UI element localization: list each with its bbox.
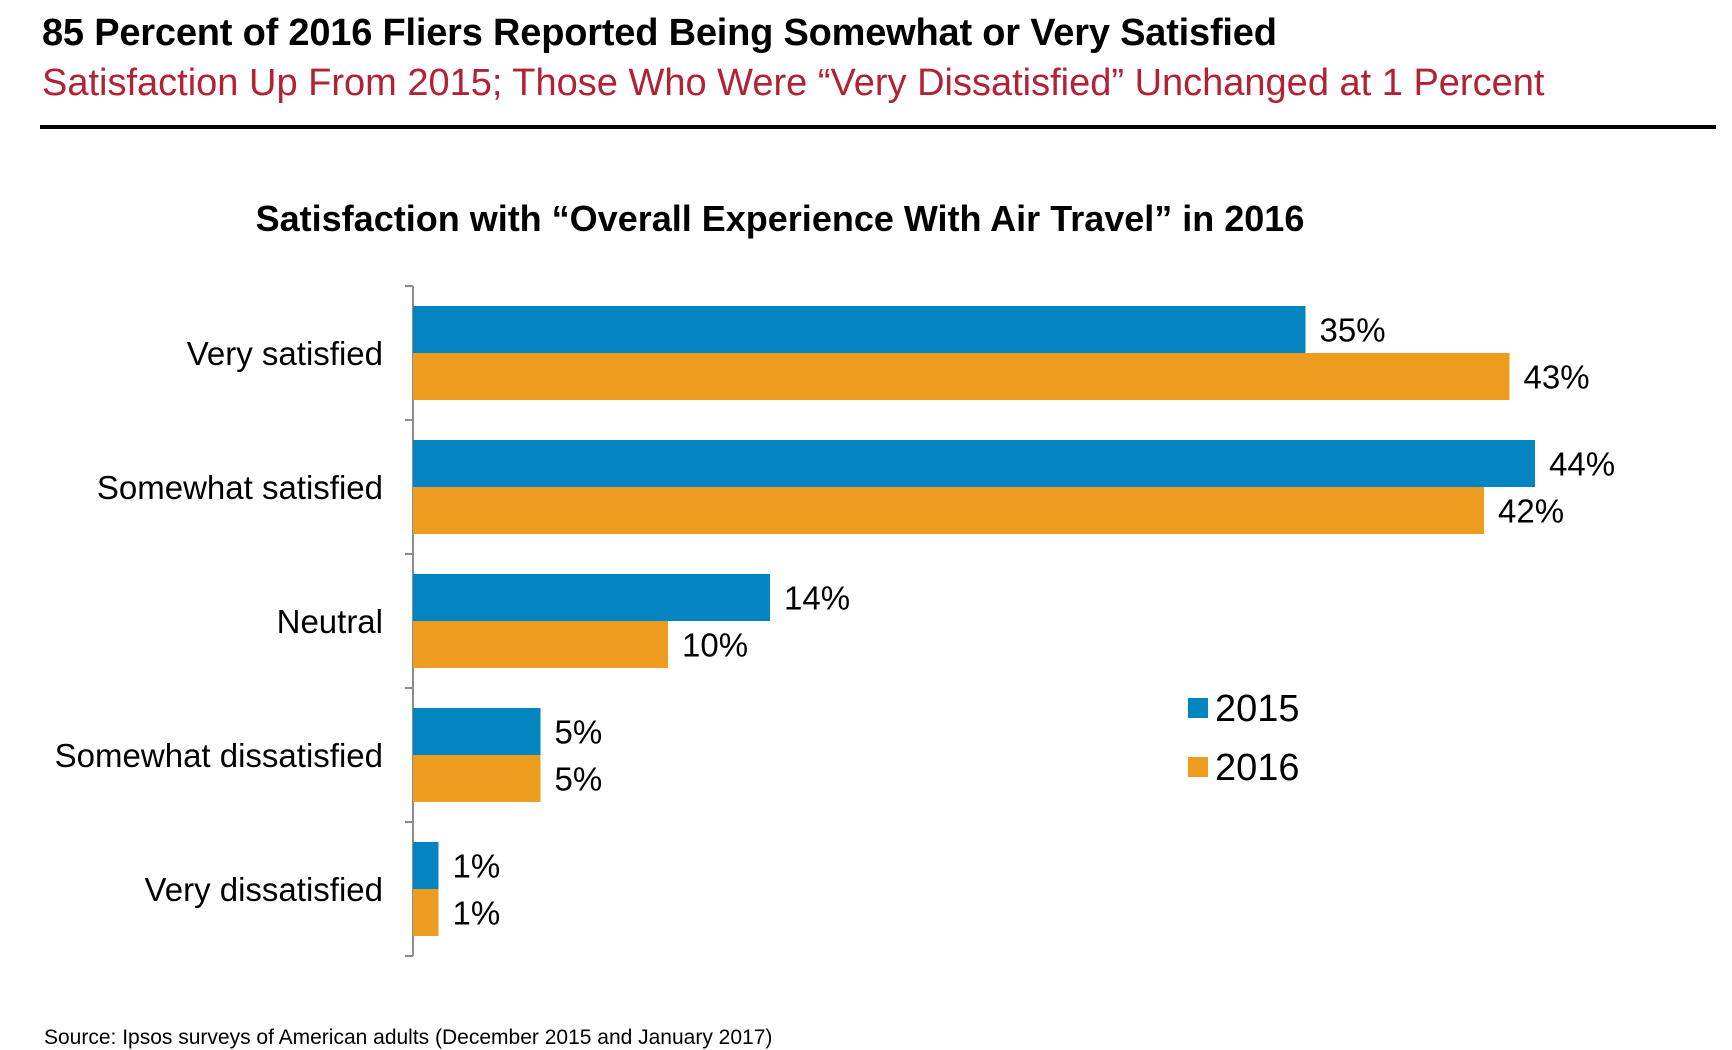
- legend-label: 2016: [1215, 747, 1300, 789]
- bar-2015-3: [413, 708, 541, 755]
- bar-2015-0: [413, 306, 1306, 353]
- bar-2015-2: [413, 574, 770, 621]
- bar-2016-2: [413, 621, 668, 668]
- bar-2016-3: [413, 755, 541, 802]
- data-label: 14%: [784, 580, 850, 617]
- data-label: 42%: [1498, 493, 1564, 530]
- data-label: 5%: [555, 714, 603, 751]
- data-label: 1%: [453, 895, 501, 932]
- legend-swatch-2016: [1188, 757, 1208, 777]
- subheadline: Satisfaction Up From 2015; Those Who Wer…: [42, 62, 1545, 104]
- headline: 85 Percent of 2016 Fliers Reported Being…: [42, 12, 1277, 54]
- bar-2016-1: [413, 487, 1484, 534]
- category-label: Very dissatisfied: [145, 871, 383, 908]
- legend-swatch-2015: [1188, 698, 1208, 718]
- bar-2016-4: [413, 889, 439, 936]
- header-rule: [40, 125, 1716, 129]
- category-label: Very satisfied: [187, 335, 383, 372]
- data-label: 44%: [1549, 446, 1615, 483]
- category-label: Somewhat satisfied: [97, 469, 383, 506]
- legend-label: 2015: [1215, 688, 1300, 730]
- category-label: Neutral: [277, 603, 383, 640]
- chart-title: Satisfaction with “Overall Experience Wi…: [255, 198, 1305, 239]
- data-label: 10%: [682, 627, 748, 664]
- bar-chart: Very satisfied 35% 43% Somewhat satisfied 44…: [55, 285, 1615, 957]
- bar-2015-1: [413, 440, 1535, 487]
- data-label: 43%: [1524, 359, 1590, 396]
- data-label: 5%: [555, 761, 603, 798]
- source-note: Source: Ipsos surveys of American adults…: [44, 1026, 773, 1049]
- data-label: 1%: [453, 848, 501, 885]
- category-label: Somewhat dissatisfied: [55, 737, 383, 774]
- bar-2016-0: [413, 353, 1510, 400]
- bar-2015-4: [413, 842, 439, 889]
- data-label: 35%: [1320, 312, 1386, 349]
